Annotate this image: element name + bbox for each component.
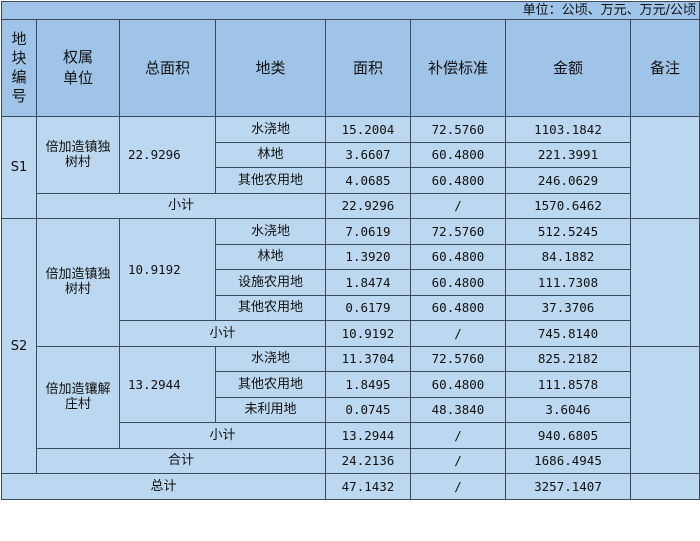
land-type: 其他农用地 (215, 167, 326, 194)
header-owner-label: 权属单位 (62, 48, 93, 87)
table-row: 设施农用地 1.8474 60.4800 111.7308 (2, 269, 700, 296)
area: 1.3920 (325, 243, 411, 270)
standard: 60.4800 (410, 294, 506, 321)
standard: / (410, 422, 506, 449)
total-area: 22.9296 (119, 116, 216, 194)
amount: 37.3706 (505, 294, 631, 321)
subtotal-label: 小计 (119, 320, 326, 347)
owner: 倍加造镶解庄村 (36, 345, 120, 449)
header-id: 地块编号 (1, 19, 37, 117)
header-standard: 补偿标准 (410, 19, 506, 117)
standard: / (410, 320, 506, 347)
header-area: 面积 (325, 19, 411, 117)
amount: 221.3991 (505, 141, 631, 168)
standard: 60.4800 (410, 167, 506, 194)
land-type: 其他农用地 (215, 294, 326, 321)
table-row: S1 倍加造镇独树村 22.9296 水浇地 15.2004 72.5760 1103… (1, 116, 700, 219)
area: 7.0619 (325, 218, 411, 245)
amount: 745.8140 (505, 320, 631, 347)
remark (629, 116, 700, 219)
amount: 1686.4945 (505, 447, 631, 474)
owner: 倍加造镇独树村 (36, 116, 120, 194)
total-area: 10.9192 (119, 218, 216, 321)
area: 0.6179 (325, 294, 411, 321)
amount: 940.6805 (505, 422, 631, 449)
land-type: 水浇地 (215, 116, 326, 143)
area: 13.2944 (325, 422, 411, 449)
subtotal-row: 小计 22.9296/1570.6462 (2, 192, 700, 219)
unit-note: 单位：公顷、万元、万元/公顷 (0, 1, 700, 20)
land-type: 林地 (215, 243, 326, 270)
standard: 72.5760 (410, 345, 506, 372)
table-row: 林地 3.6607 60.4800 221.3991 (2, 141, 700, 168)
subtotal-row: 小计 10.9192/745.8140 (2, 320, 700, 347)
remark (629, 218, 700, 347)
total-row: 总计 47.1432/3257.1407 (1, 473, 700, 500)
area: 10.9192 (325, 320, 411, 347)
header-owner: 权属单位 (36, 19, 120, 117)
subtotal-row: 小计 13.2944/940.6805 (2, 422, 700, 449)
table-row: 倍加造镶解庄村 13.2944 水浇地 11.3704 72.5760 825.218… (2, 345, 700, 474)
table-row: 林地 1.3920 60.4800 84.1882 (2, 243, 700, 270)
header-total-area: 总面积 (119, 19, 216, 117)
table-row: 其他农用地 4.0685 60.4800 246.0629 (2, 167, 700, 194)
amount: 512.5245 (505, 218, 631, 245)
total-area: 13.2944 (119, 345, 216, 423)
land-type: 水浇地 (215, 345, 326, 372)
remark (629, 345, 700, 474)
amount: 111.8578 (505, 371, 631, 398)
subtotal-label: 小计 (36, 192, 326, 219)
sum-label: 合计 (36, 447, 326, 474)
standard: 60.4800 (410, 371, 506, 398)
header-amount: 金额 (505, 19, 631, 117)
table-row: 其他农用地 1.8495 60.4800 111.8578 (2, 371, 700, 398)
standard: / (410, 192, 506, 219)
plot-id: S1 (1, 116, 37, 219)
standard: 48.3840 (410, 396, 506, 423)
area: 11.3704 (325, 345, 411, 372)
area: 24.2136 (325, 447, 411, 474)
area: 3.6607 (325, 141, 411, 168)
amount: 111.7308 (505, 269, 631, 296)
standard: 60.4800 (410, 141, 506, 168)
remark (629, 473, 700, 500)
amount: 1570.6462 (505, 192, 631, 219)
owner: 倍加造镇独树村 (36, 218, 120, 347)
header-remark: 备注 (629, 19, 700, 117)
header-land-type: 地类 (215, 19, 326, 117)
sum-row: 合计 24.2136/1686.4945 (2, 447, 700, 474)
table-row: S2 倍加造镇独树村 10.9192 水浇地 7.0619 72.5760 512.5… (1, 218, 700, 474)
amount: 84.1882 (505, 243, 631, 270)
amount: 3257.1407 (505, 473, 631, 500)
total-label: 总计 (1, 473, 326, 500)
amount: 3.6046 (505, 396, 631, 423)
standard: 60.4800 (410, 243, 506, 270)
land-type: 未利用地 (215, 396, 326, 423)
land-type: 林地 (215, 141, 326, 168)
area: 0.0745 (325, 396, 411, 423)
standard: 60.4800 (410, 269, 506, 296)
land-type: 设施农用地 (215, 269, 326, 296)
amount: 825.2182 (505, 345, 631, 372)
standard: / (410, 447, 506, 474)
standard: 72.5760 (410, 116, 506, 143)
area: 47.1432 (325, 473, 411, 500)
area: 4.0685 (325, 167, 411, 194)
table-row: 未利用地 0.0745 48.3840 3.6046 (2, 396, 700, 423)
land-type: 其他农用地 (215, 371, 326, 398)
amount: 1103.1842 (505, 116, 631, 143)
area: 15.2004 (325, 116, 411, 143)
plot-id: S2 (1, 218, 37, 474)
area: 1.8495 (325, 371, 411, 398)
compensation-table: 单位：公顷、万元、万元/公顷 地块编号 权属单位 总面积 地类 面积 补偿标准 … (0, 1, 700, 500)
area: 22.9296 (325, 192, 411, 219)
subtotal-label: 小计 (119, 422, 326, 449)
land-type: 水浇地 (215, 218, 326, 245)
standard: / (410, 473, 506, 500)
area: 1.8474 (325, 269, 411, 296)
amount: 246.0629 (505, 167, 631, 194)
standard: 72.5760 (410, 218, 506, 245)
